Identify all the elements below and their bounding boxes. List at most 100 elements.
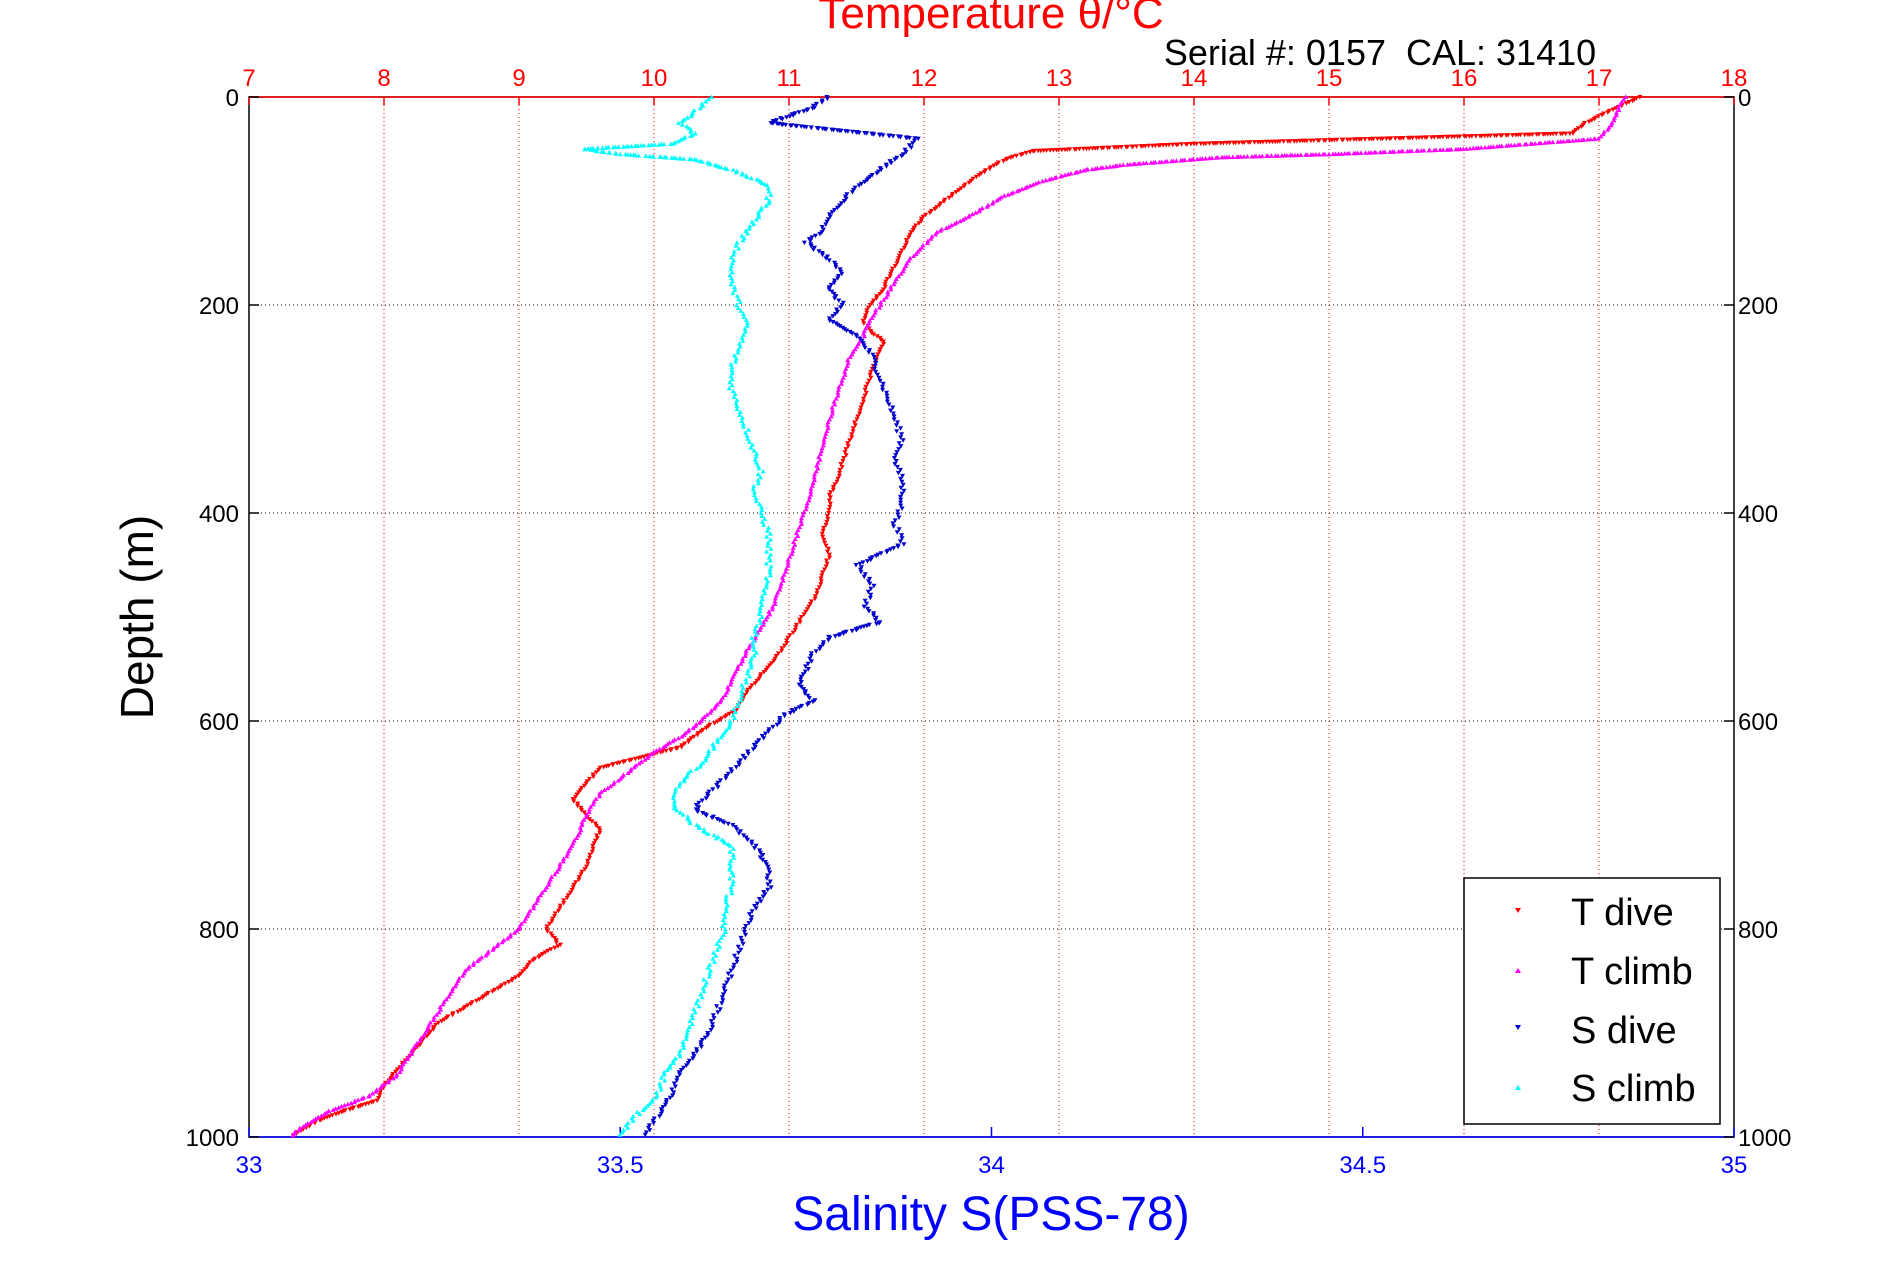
t-dive-point bbox=[798, 615, 804, 620]
t-climb-point bbox=[552, 871, 558, 877]
s-climb-point bbox=[727, 843, 733, 848]
s-dive-point bbox=[746, 921, 752, 926]
s-dive-point bbox=[686, 1058, 692, 1064]
s-dive-point bbox=[725, 971, 731, 977]
s-climb-point bbox=[751, 483, 757, 489]
depth-tick-label-left: 1000 bbox=[186, 1125, 239, 1152]
t-dive-point bbox=[892, 264, 898, 269]
t-climb-point bbox=[690, 725, 696, 730]
t-dive-point bbox=[779, 648, 785, 654]
t-climb-point bbox=[1162, 159, 1168, 164]
s-dive-point bbox=[894, 464, 900, 470]
s-climb-point bbox=[734, 406, 740, 411]
t-climb-point bbox=[460, 973, 466, 978]
s-dive-point bbox=[813, 233, 818, 239]
t-climb-point bbox=[813, 468, 819, 474]
s-dive-point bbox=[871, 583, 877, 589]
t-climb-point bbox=[735, 666, 741, 671]
t-dive-point bbox=[1170, 142, 1176, 148]
t-climb-point bbox=[494, 943, 500, 948]
t-climb-point bbox=[517, 923, 523, 929]
s-dive-point bbox=[669, 1087, 675, 1092]
t-climb-point bbox=[649, 751, 654, 757]
s-climb-point bbox=[731, 394, 737, 400]
series-s-dive bbox=[642, 95, 921, 1138]
s-climb-point bbox=[744, 320, 750, 325]
s-climb-point bbox=[687, 820, 693, 825]
t-dive-point bbox=[576, 875, 582, 880]
t-climb-point bbox=[789, 551, 795, 556]
temp-tick-label: 10 bbox=[641, 65, 668, 92]
t-climb-point bbox=[1623, 94, 1629, 99]
t-dive-point bbox=[516, 973, 522, 979]
t-dive-point bbox=[784, 638, 790, 643]
t-climb-point bbox=[943, 225, 949, 230]
s-climb-point bbox=[728, 887, 734, 893]
s-climb-point bbox=[739, 415, 745, 420]
t-dive-point bbox=[868, 375, 874, 381]
s-dive-point bbox=[765, 864, 771, 870]
s-dive-point bbox=[672, 1084, 678, 1089]
s-dive-point bbox=[676, 1070, 682, 1075]
s-climb-point bbox=[767, 567, 773, 572]
s-climb-point bbox=[748, 659, 754, 664]
s-dive-point bbox=[867, 581, 873, 586]
s-climb-point bbox=[731, 855, 737, 860]
t-dive-point bbox=[461, 1006, 466, 1012]
t-climb-point bbox=[790, 548, 796, 553]
s-dive-point bbox=[819, 225, 825, 230]
t-dive-point bbox=[498, 984, 503, 990]
s-dive-point bbox=[858, 567, 863, 573]
s-climb-point bbox=[630, 1118, 636, 1123]
t-dive-point bbox=[317, 1118, 323, 1123]
s-climb-point bbox=[740, 311, 746, 316]
s-climb-point bbox=[695, 997, 701, 1003]
s-climb-point bbox=[758, 474, 764, 480]
t-climb-point bbox=[803, 506, 809, 512]
s-dive-point bbox=[805, 661, 811, 667]
t-dive-point bbox=[620, 759, 626, 765]
s-dive-point bbox=[870, 352, 876, 358]
t-climb-point bbox=[825, 419, 831, 425]
s-climb-point bbox=[766, 200, 772, 206]
t-climb-point bbox=[772, 598, 778, 604]
s-dive-point bbox=[892, 518, 898, 523]
t-climb-point bbox=[979, 205, 985, 211]
t-dive-point bbox=[593, 823, 599, 829]
t-climb-point bbox=[1257, 153, 1262, 159]
t-dive-point bbox=[888, 271, 894, 277]
s-climb-point bbox=[759, 602, 765, 608]
s-dive-point bbox=[888, 408, 894, 413]
t-climb-point bbox=[1249, 154, 1255, 159]
t-climb-point bbox=[778, 581, 784, 586]
t-climb-point bbox=[653, 748, 659, 753]
t-climb-point bbox=[336, 1105, 341, 1110]
s-climb-point bbox=[727, 718, 733, 723]
s-dive-point bbox=[898, 476, 904, 482]
s-dive-point bbox=[893, 453, 899, 458]
t-dive-point bbox=[565, 893, 571, 898]
t-dive-point bbox=[553, 940, 559, 945]
t-climb-point bbox=[847, 354, 853, 359]
s-climb-point bbox=[679, 118, 685, 124]
t-climb-point bbox=[450, 986, 456, 991]
s-dive-point bbox=[764, 876, 770, 881]
s-dive-point bbox=[828, 282, 834, 288]
temp-tick-label: 11 bbox=[777, 65, 802, 92]
t-climb-point bbox=[799, 515, 804, 521]
s-dive-point bbox=[721, 820, 727, 826]
s-climb-point bbox=[731, 706, 737, 712]
t-climb-point bbox=[801, 509, 807, 515]
s-dive-point bbox=[895, 512, 901, 517]
t-dive-point bbox=[1111, 145, 1117, 150]
t-dive-point bbox=[433, 1022, 439, 1028]
s-dive-point bbox=[858, 569, 864, 575]
t-climb-point bbox=[839, 378, 845, 383]
t-climb-point bbox=[728, 682, 734, 687]
s-dive-point bbox=[886, 402, 892, 407]
s-dive-point bbox=[808, 244, 814, 249]
s-dive-point bbox=[842, 327, 847, 332]
t-dive-point bbox=[878, 337, 884, 343]
s-dive-point bbox=[733, 765, 739, 770]
t-dive-point bbox=[1327, 138, 1333, 143]
